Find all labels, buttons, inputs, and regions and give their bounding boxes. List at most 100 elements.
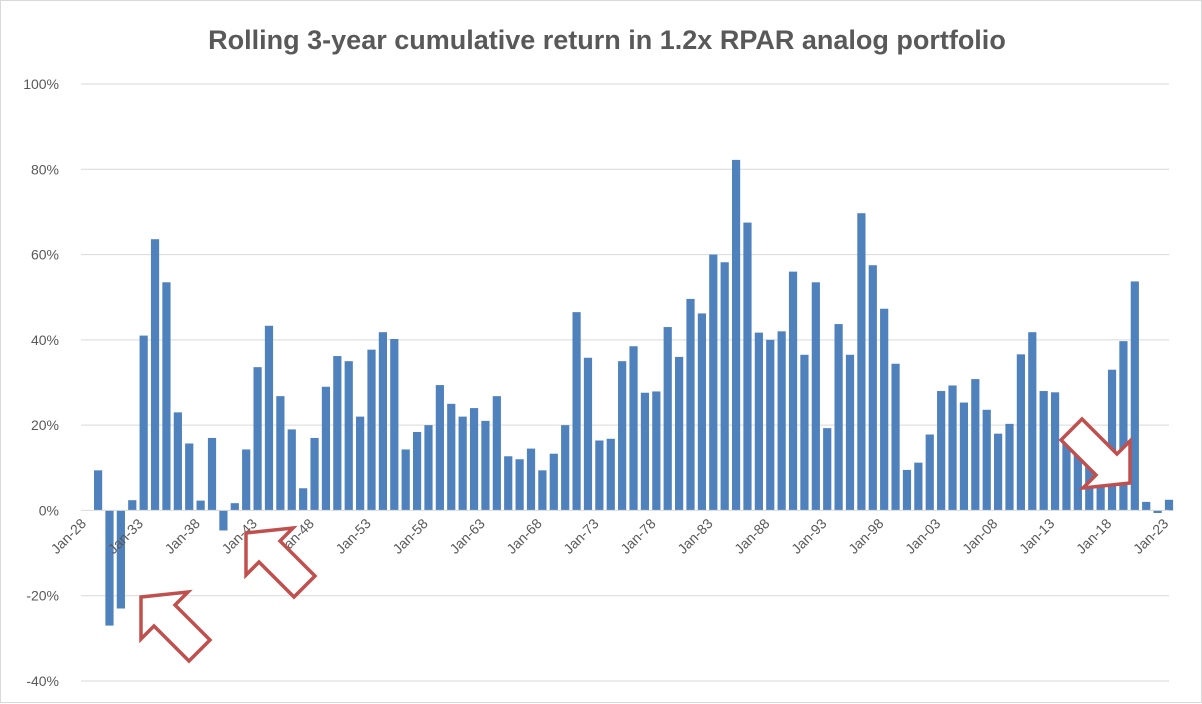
bar-jan-86: [743, 222, 752, 511]
bar-jan-91: [800, 354, 809, 511]
bar-jan-75: [618, 361, 627, 511]
bar-jan-68: [538, 470, 547, 511]
bar-jan-33: [139, 335, 148, 511]
y-tick-label: 20%: [31, 417, 59, 433]
bar-jan-35: [162, 282, 171, 511]
bar-jan-78: [652, 391, 661, 511]
bar-jan-42: [242, 449, 251, 511]
bar-jan-69: [549, 453, 558, 511]
bar-jan-01: [914, 462, 923, 511]
bar-jan-66: [515, 459, 524, 511]
x-tick-label: Jan-78: [617, 515, 659, 557]
bar-jan-14: [1062, 435, 1071, 511]
x-tick-label: Jan-68: [503, 515, 545, 557]
bar-jan-83: [709, 254, 718, 511]
bar-jan-62: [469, 408, 479, 511]
bar-jan-85: [731, 159, 741, 511]
bar-jan-76: [629, 346, 638, 511]
bar-jan-93: [823, 428, 832, 511]
bar-jan-49: [321, 386, 331, 511]
bar-jan-56: [401, 449, 410, 511]
bar-jan-44: [264, 325, 274, 511]
annotation-arrow: [139, 589, 213, 664]
x-tick-label: Jan-83: [674, 515, 716, 557]
y-tick-label: 40%: [31, 332, 59, 348]
bar-jan-04: [948, 385, 957, 511]
bar-jan-09: [1005, 423, 1014, 511]
bar-jan-29: [93, 470, 103, 511]
bar-jan-64: [492, 396, 501, 511]
bar-jan-32: [128, 500, 137, 511]
bar-jan-80: [675, 356, 684, 511]
bar-jan-82: [697, 313, 706, 511]
bars: [93, 159, 1174, 626]
x-axis-ticks: Jan-28 Jan-33 Jan-38 Jan-43 Jan-48 Jan-53 Jan-…: [48, 515, 1172, 557]
bar-jan-95: [845, 354, 855, 511]
bar-jan-06: [971, 379, 980, 511]
bar-jan-63: [481, 420, 490, 511]
bar-jan-08: [994, 433, 1003, 511]
x-tick-label: Jan-93: [788, 515, 830, 557]
bar-jan-52: [356, 416, 365, 511]
bar-jan-54: [378, 332, 387, 511]
y-tick-label: 0%: [39, 502, 59, 518]
bar-jan-12: [1039, 391, 1048, 511]
y-tick-label: 60%: [31, 247, 59, 263]
bar-jan-23: [1164, 499, 1174, 511]
annotation-arrow: [244, 525, 318, 600]
y-tick-label: 100%: [23, 76, 59, 92]
bar-jan-58: [424, 425, 433, 511]
bar-jan-90: [788, 271, 798, 511]
bar-jan-51: [344, 361, 353, 511]
bar-jan-16: [1085, 437, 1094, 511]
bar-jan-47: [299, 488, 308, 511]
bar-jan-19: [1119, 341, 1128, 511]
bar-jan-97: [868, 265, 877, 511]
bar-jan-00: [902, 469, 912, 511]
bar-jan-89: [777, 331, 786, 511]
bar-jan-36: [173, 412, 182, 511]
bar-jan-02: [925, 434, 934, 511]
bar-jan-18: [1107, 369, 1117, 511]
bar-jan-74: [606, 438, 615, 511]
bar-jan-77: [640, 392, 650, 511]
x-tick-label: Jan-38: [161, 515, 203, 557]
bar-jan-73: [595, 440, 604, 511]
bar-jan-98: [880, 308, 889, 511]
x-tick-label: Jan-28: [48, 515, 90, 557]
x-tick-label: Jan-63: [446, 515, 488, 557]
y-tick-label: 80%: [31, 161, 59, 177]
x-tick-label: Jan-13: [1016, 515, 1058, 557]
bar-jan-20: [1130, 281, 1139, 511]
bar-jan-50: [333, 356, 342, 511]
y-tick-label: -20%: [26, 588, 59, 604]
bar-jan-87: [754, 332, 763, 511]
bar-jan-30: [105, 510, 114, 626]
bar-jan-43: [253, 367, 262, 511]
bar-jan-92: [811, 282, 820, 511]
bar-jan-67: [526, 448, 536, 511]
bar-jan-22: [1153, 510, 1162, 513]
bar-jan-59: [435, 385, 444, 511]
bar-jan-96: [857, 213, 866, 511]
annotation-arrows: [139, 416, 1132, 664]
bar-jan-48: [310, 437, 319, 511]
bar-jan-41: [230, 503, 239, 511]
bar-jan-45: [276, 396, 285, 511]
annotation-arrow: [1058, 416, 1132, 491]
y-axis-ticks: -40% -20% 0% 20% 40% 60% 80% 100%: [23, 76, 59, 689]
bar-jan-88: [766, 339, 775, 511]
chart-title: Rolling 3-year cumulative return in 1.2x…: [208, 25, 1006, 55]
bar-jan-05: [959, 402, 969, 511]
bar-jan-70: [561, 425, 570, 511]
x-tick-label: Jan-18: [1073, 515, 1115, 557]
x-tick-label: Jan-98: [845, 515, 887, 557]
x-tick-label: Jan-03: [902, 515, 944, 557]
bar-jan-37: [185, 443, 194, 511]
bar-jan-55: [390, 339, 399, 511]
bar-jan-40: [219, 510, 228, 531]
x-tick-label: Jan-58: [389, 515, 431, 557]
bar-jan-03: [937, 391, 946, 511]
